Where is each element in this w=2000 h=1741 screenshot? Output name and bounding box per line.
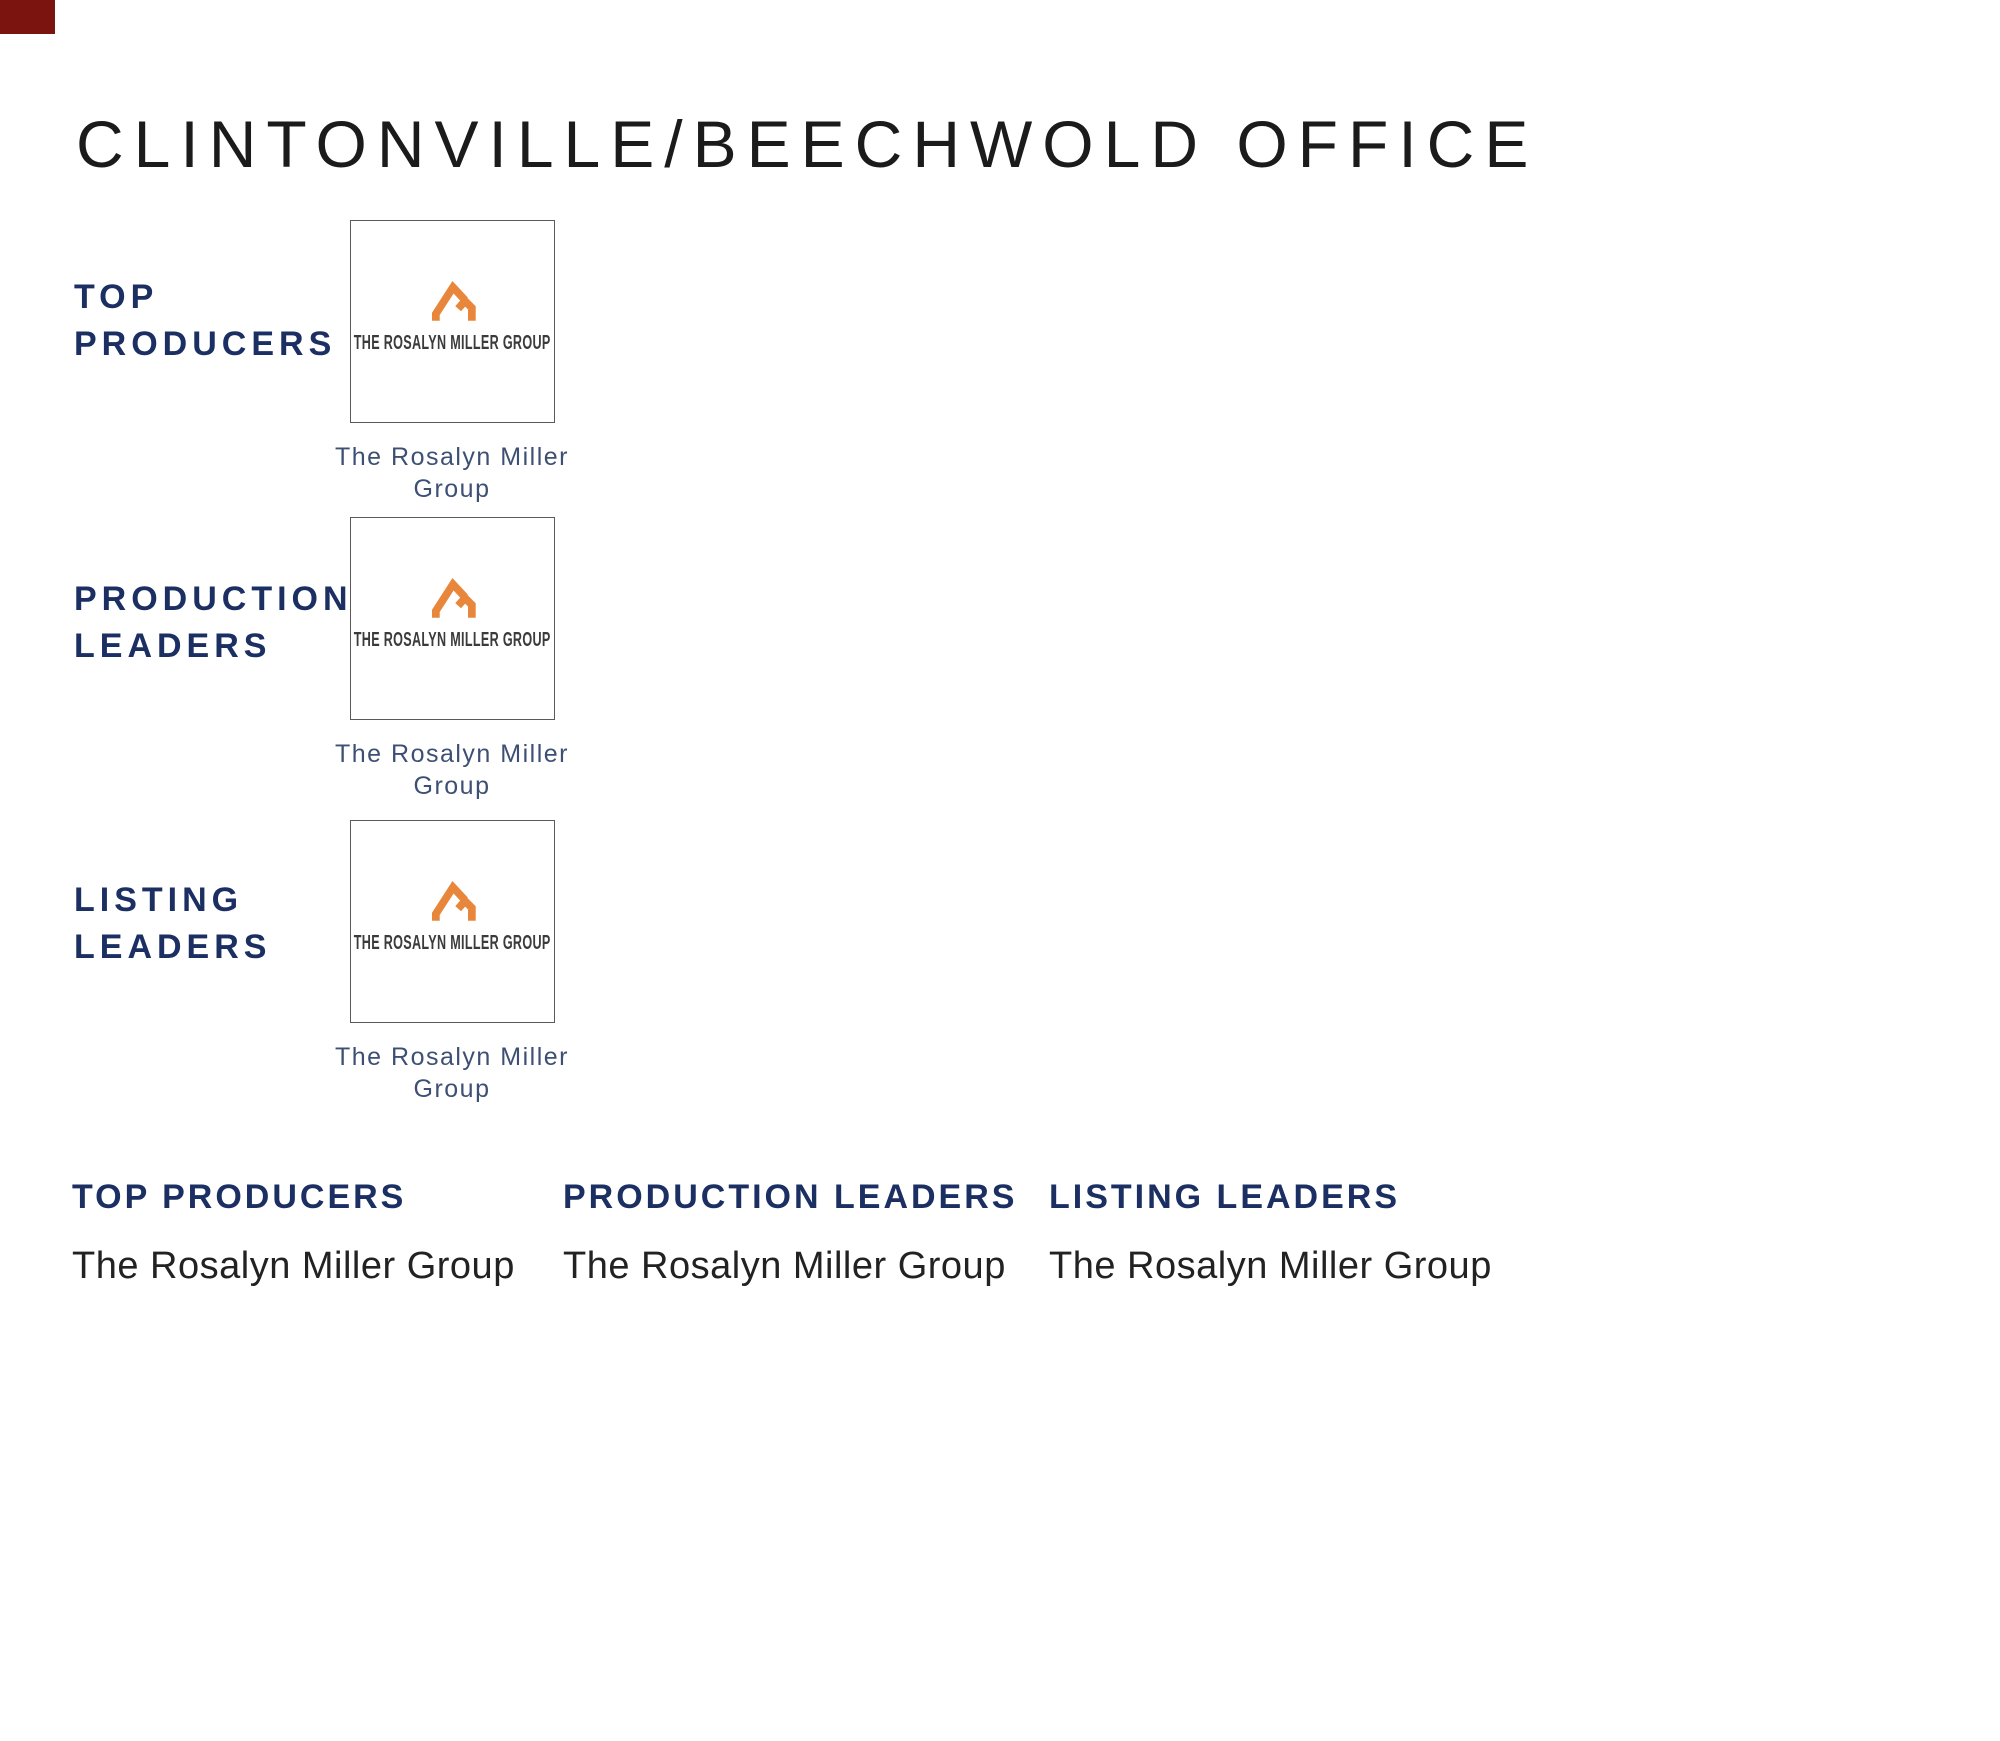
agent-caption-listing-leaders[interactable]: The Rosalyn Miller Group [302, 1041, 602, 1105]
agent-logo-card-listing-leaders[interactable]: THE ROSALYN MILLER GROUP [350, 820, 555, 1023]
section-label-line: PRODUCTION [74, 580, 353, 618]
summary-heading-listing-leaders: LISTING LEADERS [1049, 1178, 1401, 1216]
caption-line: The Rosalyn Miller [334, 740, 569, 768]
caption-line: The Rosalyn Miller [334, 443, 569, 471]
section-label-line: LEADERS [74, 928, 272, 966]
agent-caption-production-leaders[interactable]: The Rosalyn Miller Group [302, 738, 602, 802]
corner-marker [0, 0, 55, 34]
summary-name-listing-leaders[interactable]: The Rosalyn Miller Group [1049, 1245, 1492, 1287]
caption-line: Group [413, 1075, 491, 1103]
roof-logo-icon [431, 281, 476, 321]
logo-wordmark: THE ROSALYN MILLER GROUP [354, 932, 551, 954]
section-label-listing-leaders: LISTING LEADERS [74, 877, 271, 971]
logo-wordmark: THE ROSALYN MILLER GROUP [354, 332, 551, 354]
page-title: CLINTONVILLE/BEECHWOLD OFFICE [76, 107, 1539, 182]
caption-line: The Rosalyn Miller [334, 1043, 569, 1071]
section-label-line: LISTING [74, 881, 244, 919]
agent-caption-top-producers[interactable]: The Rosalyn Miller Group [302, 441, 602, 505]
summary-name-top-producers[interactable]: The Rosalyn Miller Group [72, 1245, 515, 1287]
summary-name-production-leaders[interactable]: The Rosalyn Miller Group [563, 1245, 1006, 1287]
caption-line: Group [413, 772, 491, 800]
agent-logo-card-top-producers[interactable]: THE ROSALYN MILLER GROUP [350, 220, 555, 423]
section-label-top-producers: TOP PRODUCERS [74, 274, 336, 368]
caption-line: Group [413, 475, 491, 503]
summary-heading-top-producers: TOP PRODUCERS [72, 1178, 407, 1216]
agent-logo-card-production-leaders[interactable]: THE ROSALYN MILLER GROUP [350, 517, 555, 720]
roof-logo-icon [431, 881, 476, 921]
section-label-line: PRODUCERS [74, 325, 337, 363]
summary-heading-production-leaders: PRODUCTION LEADERS [563, 1178, 1018, 1216]
section-label-production-leaders: PRODUCTION LEADERS [74, 576, 353, 670]
roof-logo-icon [431, 578, 476, 618]
section-label-line: LEADERS [74, 627, 272, 665]
section-label-line: TOP [74, 278, 159, 316]
logo-wordmark: THE ROSALYN MILLER GROUP [354, 629, 551, 651]
